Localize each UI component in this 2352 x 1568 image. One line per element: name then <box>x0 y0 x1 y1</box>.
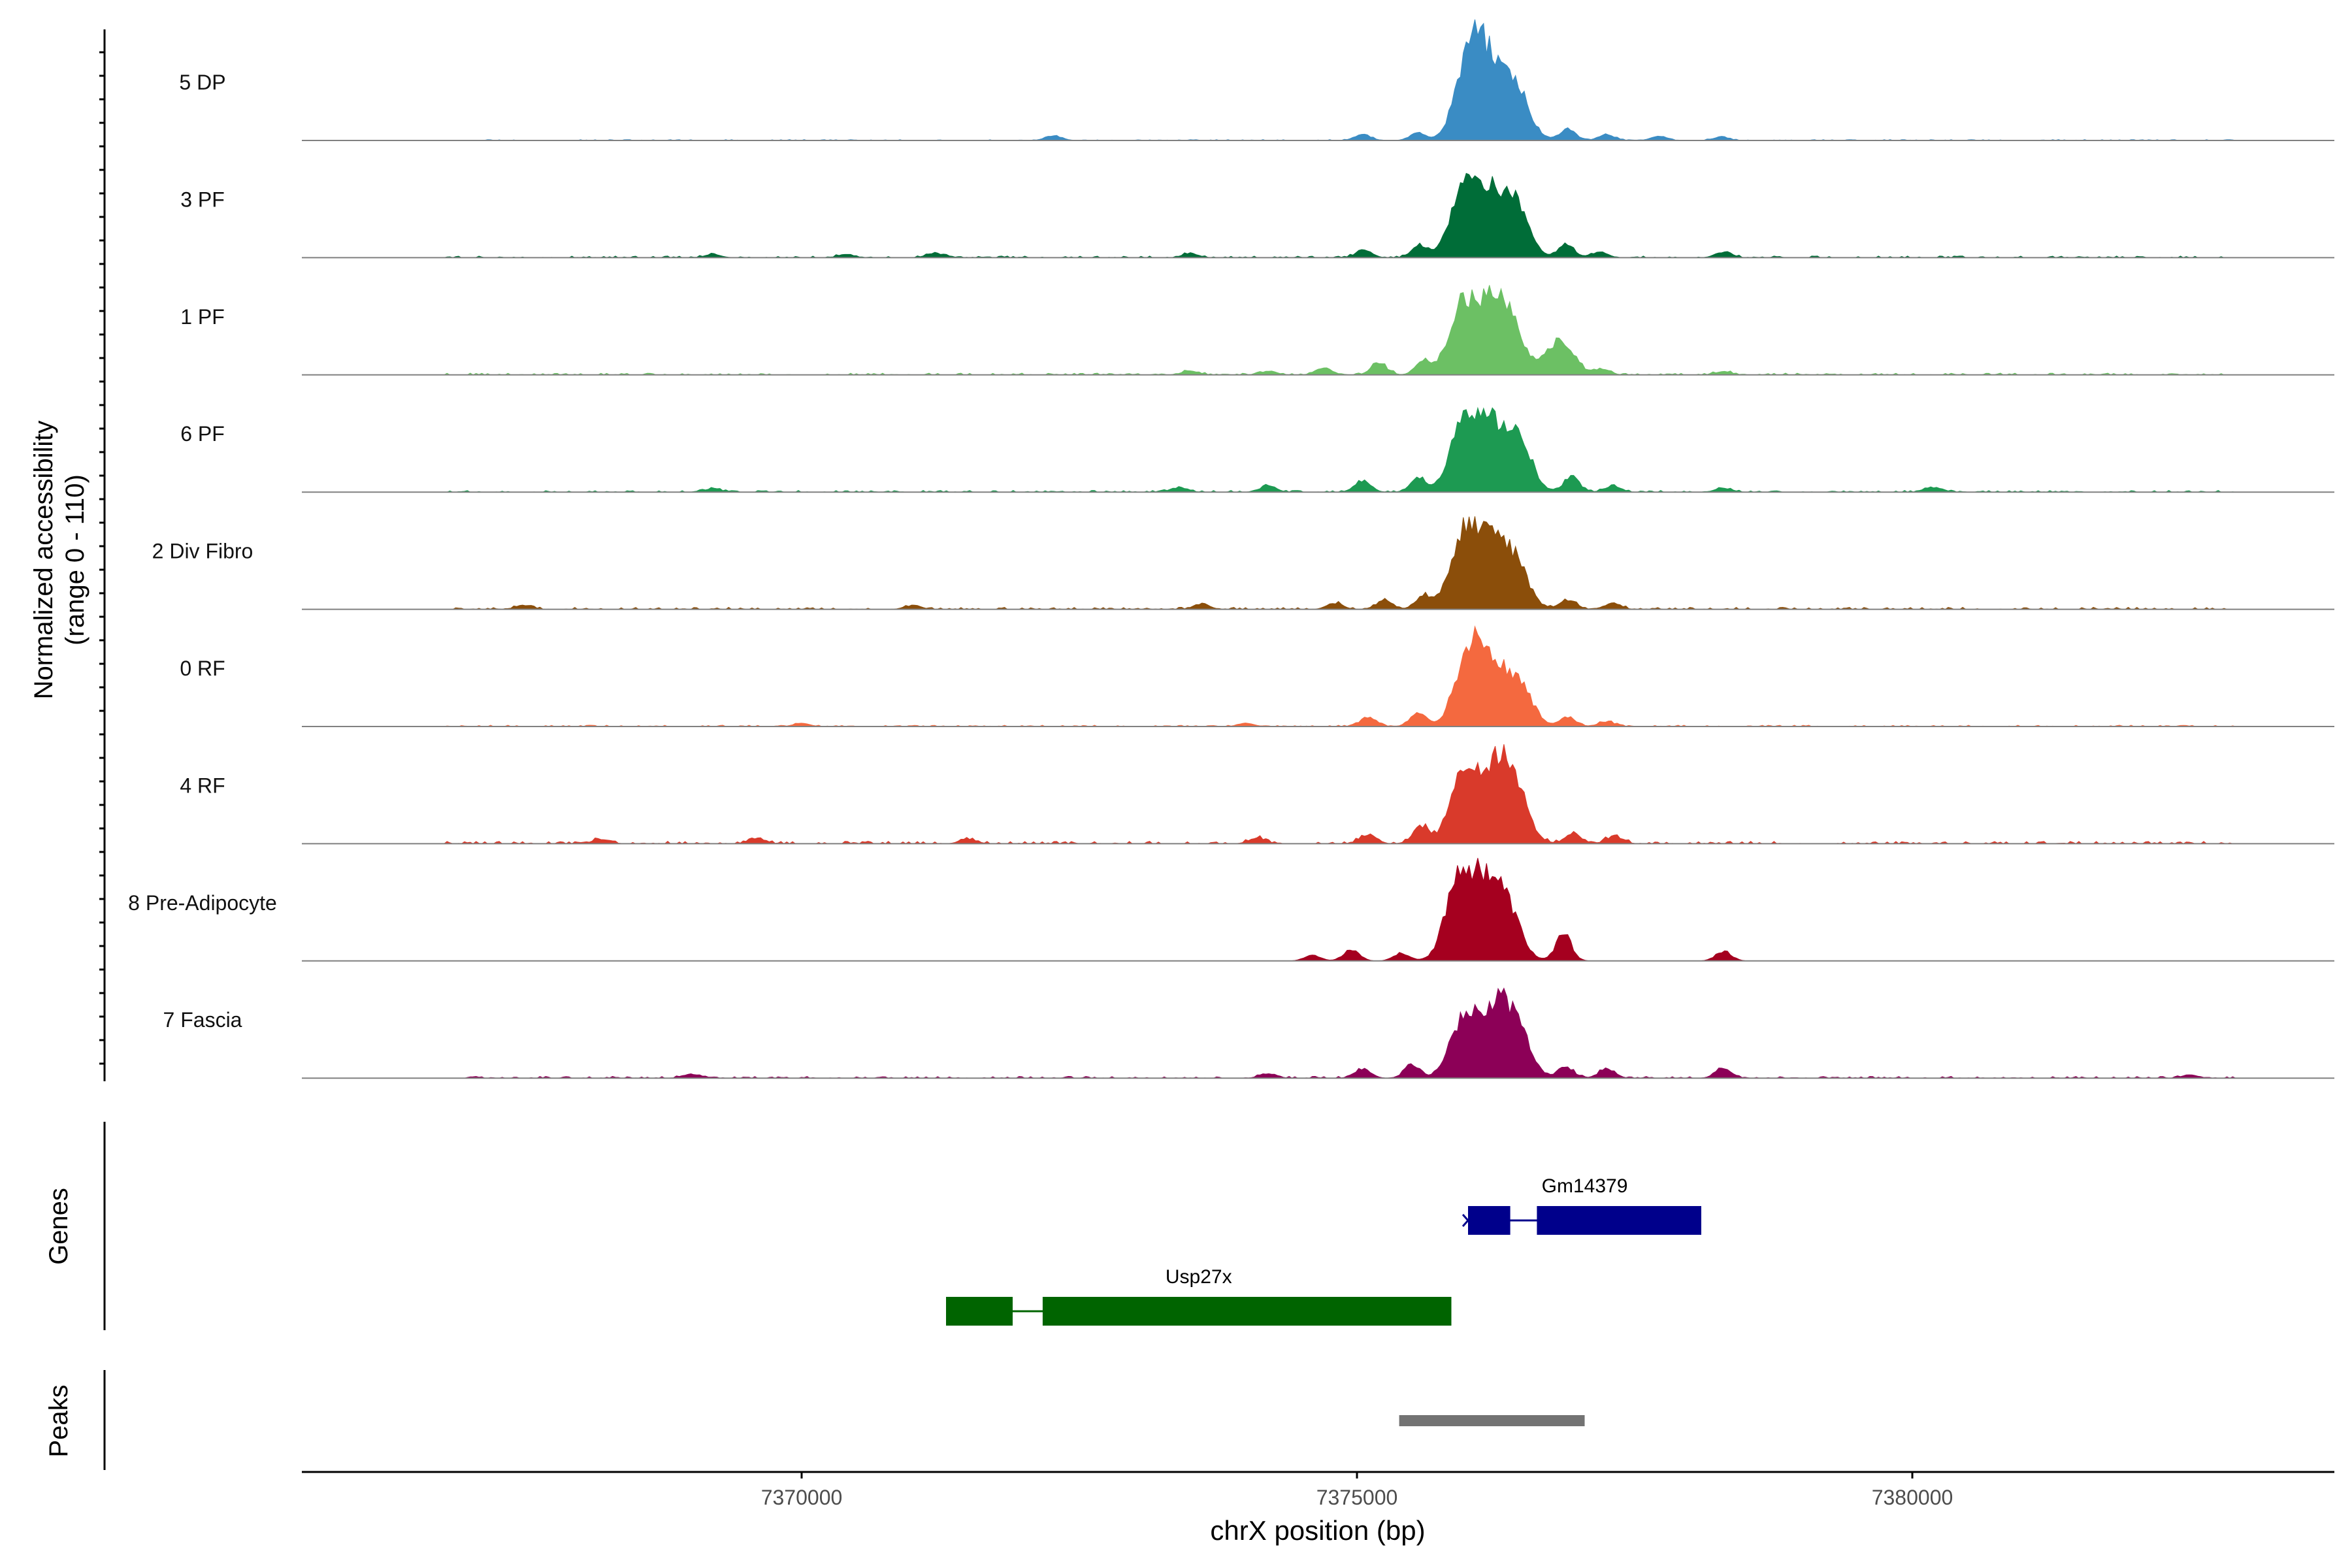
peak-regions <box>1399 1415 1585 1426</box>
coverage-track-3-pf: 3 PF <box>180 172 2334 259</box>
gene-label: Gm14379 <box>1542 1175 1628 1197</box>
genes-track-title: Genes <box>44 1188 73 1265</box>
coverage-track-5-dp: 5 DP <box>179 19 2334 141</box>
gene-gm14379: Gm14379 <box>1462 1175 1701 1235</box>
coverage-track-2-div-fibro: 2 Div Fibro <box>152 516 2334 610</box>
peaks-track-title: Peaks <box>44 1384 73 1457</box>
coverage-y-axis-ticks <box>99 51 105 1065</box>
strand-arrow <box>1462 1214 1470 1227</box>
gene-annotations: Gm14379 Usp27x <box>946 1175 1701 1326</box>
x-axis-ticks: 7370000 7375000 7380000 <box>761 1472 1953 1509</box>
coverage-track-6-pf: 6 PF <box>180 406 2334 493</box>
y-axis-title-line2: (range 0 - 110) <box>61 474 90 645</box>
y-axis-title-line1: Normalized accessibility <box>29 421 58 700</box>
peak-bar <box>1399 1415 1585 1426</box>
track-label: 7 Fascia <box>163 1008 242 1032</box>
x-tick-label: 7370000 <box>761 1486 843 1509</box>
coverage-track-8-pre-adipocyte: 8 Pre-Adipocyte <box>128 858 2334 962</box>
coverage-tracks: 5 DP 3 PF 1 PF 6 PF 2 Div Fibro 0 RF 4 RF 8 Pre… <box>128 19 2334 1079</box>
x-tick-label: 7380000 <box>1872 1486 1953 1509</box>
coverage-track-1-pf: 1 PF <box>180 285 2334 376</box>
track-label: 6 PF <box>180 422 225 446</box>
gene-label: Usp27x <box>1166 1266 1232 1288</box>
gene-exon <box>1468 1206 1511 1235</box>
gene-usp27x: Usp27x <box>946 1266 1452 1326</box>
track-label: 5 DP <box>179 71 225 94</box>
track-label: 2 Div Fibro <box>152 540 253 563</box>
coverage-track-4-rf: 4 RF <box>180 744 2334 845</box>
track-label: 4 RF <box>180 774 225 797</box>
coverage-track-0-rf: 0 RF <box>180 625 2334 727</box>
track-label: 1 PF <box>180 305 225 329</box>
coverage-track-7-fascia: 7 Fascia <box>163 987 2334 1079</box>
gene-exon <box>1042 1297 1452 1326</box>
track-label: 0 RF <box>180 657 225 680</box>
track-label: 3 PF <box>180 188 225 211</box>
x-tick-label: 7375000 <box>1316 1486 1398 1509</box>
x-axis-title: chrX position (bp) <box>1210 1515 1425 1546</box>
track-label: 8 Pre-Adipocyte <box>128 891 277 915</box>
gene-exon <box>946 1297 1013 1326</box>
gene-exon <box>1537 1206 1701 1235</box>
